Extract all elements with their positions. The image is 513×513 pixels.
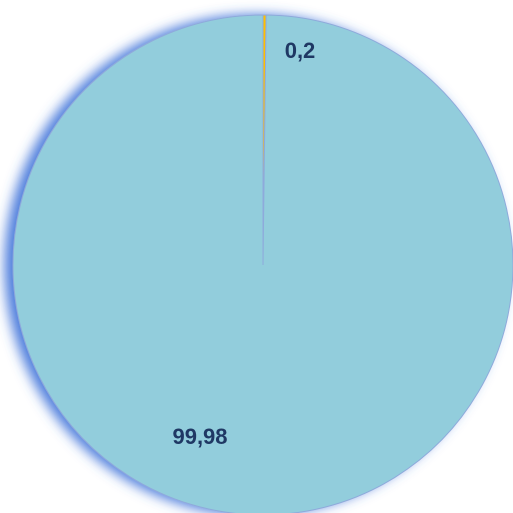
labels: 0,2 99,98 <box>172 38 315 449</box>
data-label: 99,98 <box>172 424 227 449</box>
data-label: 0,2 <box>285 38 316 63</box>
pie <box>12 14 513 513</box>
pie-slice <box>12 14 513 513</box>
